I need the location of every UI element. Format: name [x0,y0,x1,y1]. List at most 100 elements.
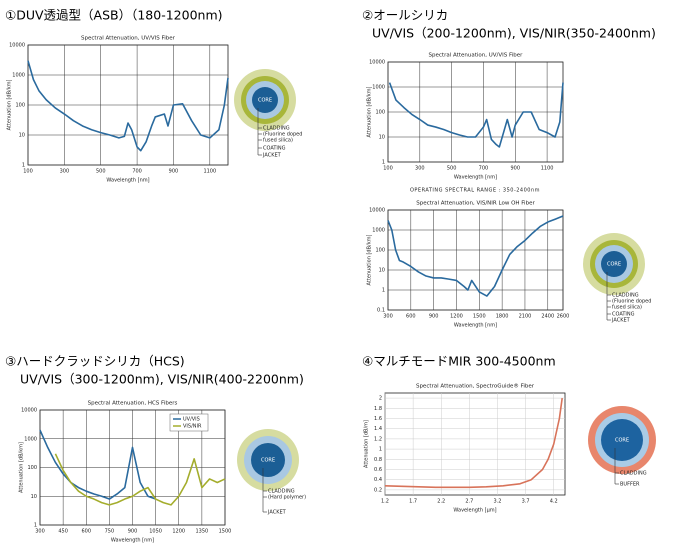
x-tick-label: 750 [105,529,115,535]
x-tick-label: 600 [81,529,91,535]
y-tick-label: 1 [382,288,385,294]
core-label: CORE [615,438,629,444]
y-tick-label: 1000 [24,436,37,442]
x-tick-label: 2100 [519,314,532,320]
plot-area [387,209,564,311]
fiber-layer [251,443,285,477]
diagram-label: JACKET [262,153,282,159]
diagram-label: CLADDING [620,471,647,477]
y-tick-label: 1.8 [374,406,382,412]
x-tick-label: 1800 [496,314,509,320]
y-axis-label: Attenuation [dB/km] [7,80,13,131]
y-tick-label: 1 [379,447,382,453]
y-tick-label: 1.6 [374,416,382,422]
data-line [27,60,229,152]
data-line [39,429,156,500]
y-axis-label: Attenuation [dB/km] [367,235,373,286]
diagram-label: COATING [263,146,286,152]
section-heading: ④マルチモードMIR 300-4500nm [362,354,556,369]
core-label: CORE [607,262,621,268]
fiber-layer [601,419,643,461]
x-tick-label: 900 [128,529,138,535]
diagram-label: COATING [612,312,635,318]
y-tick-label: 100 [15,103,25,109]
data-line [384,397,563,489]
y-tick-label: 1.4 [374,426,382,432]
y-tick-label: 10000 [369,60,385,66]
diagram-label: (Hard polymer) [268,495,306,501]
y-tick-label: 0.4 [374,477,382,483]
x-tick-label: 900 [169,169,179,175]
y-tick-label: 1 [22,163,25,169]
x-tick-label: 1500 [219,529,232,535]
diagram-label: CLADDING [612,293,639,299]
section-heading: ③ハードクラッドシリカ（HCS) [5,354,185,369]
x-tick-label: 1050 [149,529,162,535]
y-tick-label: 100 [375,110,385,116]
diagram-label: fused silica) [263,138,293,144]
operating-range: OPERATING SPECTRAL RANGE : 350-2400nm [410,188,540,194]
y-tick-label: 10 [379,135,385,141]
fiber-layer [601,251,627,277]
legend-label: VIS/NIR [183,424,202,430]
diagram-label: (Fluorine doped [612,299,651,305]
y-tick-label: 10000 [9,43,25,49]
section-heading: UV/VIS（300-1200nm), VIS/NIR(400-2200nm) [20,372,304,387]
x-tick-label: 300 [415,166,425,172]
core-label: CORE [258,98,272,104]
x-tick-label: 600 [406,314,416,320]
x-axis-label: Wavelength [nm] [106,178,149,184]
data-line [387,215,564,297]
diagram-label: (Fluorine doped [263,132,302,138]
y-tick-label: 10 [31,494,37,500]
x-axis-label: Wavelength [nm] [454,323,497,329]
data-line [388,82,564,148]
y-tick-label: 10000 [21,408,37,414]
x-tick-label: 300 [383,314,393,320]
y-tick-label: 0.2 [374,487,382,493]
y-tick-label: 0.1 [377,308,385,314]
x-tick-label: 500 [447,166,457,172]
x-tick-label: 100 [383,166,393,172]
x-tick-label: 3.2 [494,499,502,505]
y-tick-label: 10000 [369,208,385,214]
y-tick-label: 1 [382,160,385,166]
diagram-label: BUFFER [620,482,640,488]
y-tick-label: 1000 [372,228,385,234]
x-tick-label: 450 [58,529,68,535]
x-tick-label: 4.2 [550,499,558,505]
y-axis-label: Attenuation [dB/m] [364,420,370,468]
x-tick-label: 900 [510,166,520,172]
x-tick-label: 3.7 [522,499,530,505]
chart-title: Spectral Attenuation, VIS/NIR Low OH Fib… [416,201,535,207]
y-tick-label: 10 [379,268,385,274]
section-heading: ①DUV透過型（ASB）（180-1200nm) [5,8,223,23]
x-tick-label: 700 [479,166,489,172]
x-tick-label: 1100 [203,169,216,175]
diagram-label: JACKET [611,318,631,324]
y-axis-label: Attenuation [dB/km] [367,87,373,138]
x-axis-label: Wavelength [nm] [454,175,497,181]
x-axis-label: Wavelength [nm] [111,538,154,544]
y-tick-label: 2 [379,396,382,402]
data-line [54,453,226,506]
x-tick-label: 1200 [172,529,185,535]
x-tick-label: 1100 [541,166,554,172]
x-tick-label: 1.7 [409,499,417,505]
diagram-label: JACKET [267,510,287,516]
y-tick-label: 10 [19,133,25,139]
chart-title: Spectral Attenuation, HCS Fibers [88,401,178,407]
y-tick-label: 100 [375,248,385,254]
x-tick-label: 300 [60,169,70,175]
x-tick-label: 2.2 [437,499,445,505]
y-tick-label: 100 [27,465,37,471]
x-tick-label: 500 [96,169,106,175]
x-tick-label: 1500 [473,314,486,320]
x-tick-label: 2400 [541,314,554,320]
y-tick-label: 0.6 [374,467,382,473]
fiber-layer [252,87,278,113]
diagram-label: CLADDING [268,489,295,495]
x-tick-label: 2600 [557,314,570,320]
x-tick-label: 700 [132,169,142,175]
